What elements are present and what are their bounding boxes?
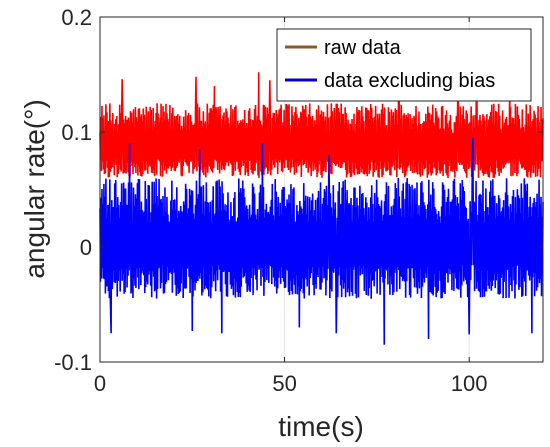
series-line-raw-data — [99, 72, 544, 178]
tick-labels: 0 50 100-0.100.10.2 — [54, 5, 487, 396]
y-tick-label-1: 0 — [80, 235, 92, 260]
series-line-data-excluding-bias — [99, 137, 544, 345]
legend-label-raw-data: raw data — [324, 37, 402, 59]
y-tick-label-0: -0.1 — [54, 350, 92, 375]
series-layer — [99, 72, 544, 345]
y-tick-label-3: 0.2 — [61, 5, 92, 30]
axes — [99, 16, 544, 363]
legend: raw data data excluding bias — [276, 28, 532, 102]
x-tick-label-1: 50 — [272, 371, 296, 396]
x-tick-label-0: 0 — [94, 371, 106, 396]
x-axis-label: time(s) — [278, 411, 364, 442]
legend-box — [276, 28, 532, 102]
y-tick-label-2: 0.1 — [61, 120, 92, 145]
plot-frame — [99, 16, 544, 363]
legend-label-data-excluding-bias: data excluding bias — [324, 70, 495, 92]
x-tick-label-2: 100 — [451, 371, 488, 396]
y-axis-label: angular rate(°) — [19, 99, 50, 278]
tick-marks — [99, 16, 543, 363]
